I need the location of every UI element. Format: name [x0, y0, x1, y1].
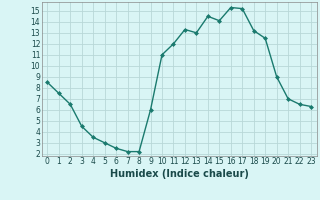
X-axis label: Humidex (Indice chaleur): Humidex (Indice chaleur): [110, 169, 249, 179]
